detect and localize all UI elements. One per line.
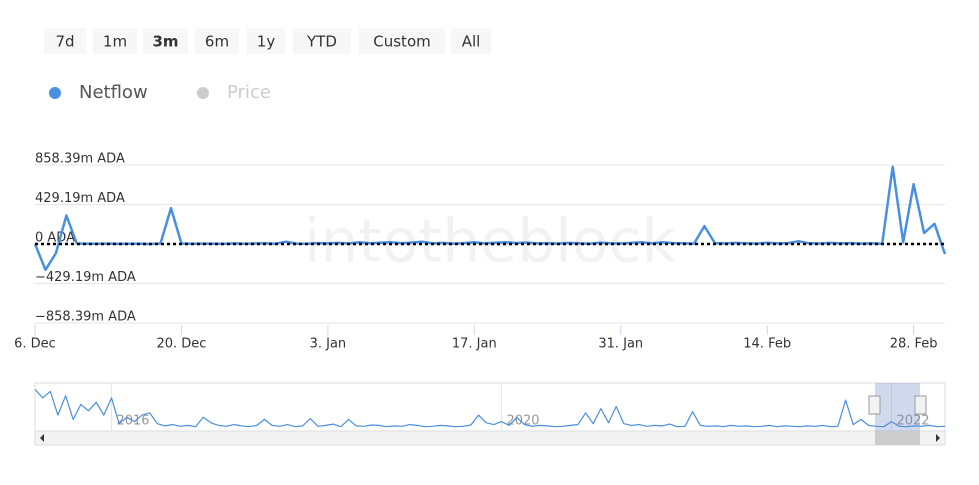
scroll-right[interactable] [936,434,940,442]
x-tick-label: 20. Dec [156,337,206,352]
range-button-label[interactable]: 3m [152,33,178,51]
range-button-label[interactable]: Custom [373,33,430,51]
range-button[interactable] [195,28,239,54]
navigator-handle[interactable] [868,395,881,415]
legend-label[interactable]: Netflow [79,82,148,103]
x-tick-label: 31. Jan [598,337,643,352]
x-tick-label: 6. Dec [14,337,56,352]
navigator-handle[interactable] [914,395,927,415]
legend-marker[interactable] [49,87,61,99]
legend-label[interactable]: Price [227,82,271,103]
range-button-label[interactable]: All [462,33,481,51]
x-tick-label: 17. Jan [452,337,497,352]
y-tick-label: 429.19m ADA [35,191,125,206]
range-button-label[interactable]: 1y [257,33,276,51]
range-button[interactable] [293,28,351,54]
range-button[interactable] [451,28,491,54]
legend-marker[interactable] [197,87,209,99]
navigator-line [34,388,946,428]
y-tick-label: −858.39m ADA [35,310,136,325]
range-button-label[interactable]: 6m [205,33,229,51]
x-tick-label: 14. Feb [743,337,791,352]
x-tick-label: 3. Jan [310,337,347,352]
range-button-label[interactable]: 7d [55,33,74,51]
range-button-label[interactable]: 1m [103,33,127,51]
scroll-left[interactable] [40,434,44,442]
range-button[interactable] [359,28,445,54]
range-button[interactable] [93,28,137,54]
navigator-label: 2022 [896,414,929,429]
range-button-label[interactable]: YTD [306,33,337,51]
scrollbar-thumb[interactable] [875,431,920,445]
navigator-label: 2020 [506,414,539,429]
watermark: intotheblock [304,207,677,277]
scrollbar[interactable] [34,430,946,446]
range-button[interactable] [247,28,285,54]
range-button[interactable] [143,28,188,54]
x-tick-label: 28. Feb [890,337,938,352]
navigator-mask[interactable] [875,383,920,431]
range-button[interactable] [44,28,86,54]
y-tick-label: 858.39m ADA [35,152,125,167]
y-tick-label: −429.19m ADA [35,270,136,285]
y-tick-label: 0 ADA [35,231,75,246]
